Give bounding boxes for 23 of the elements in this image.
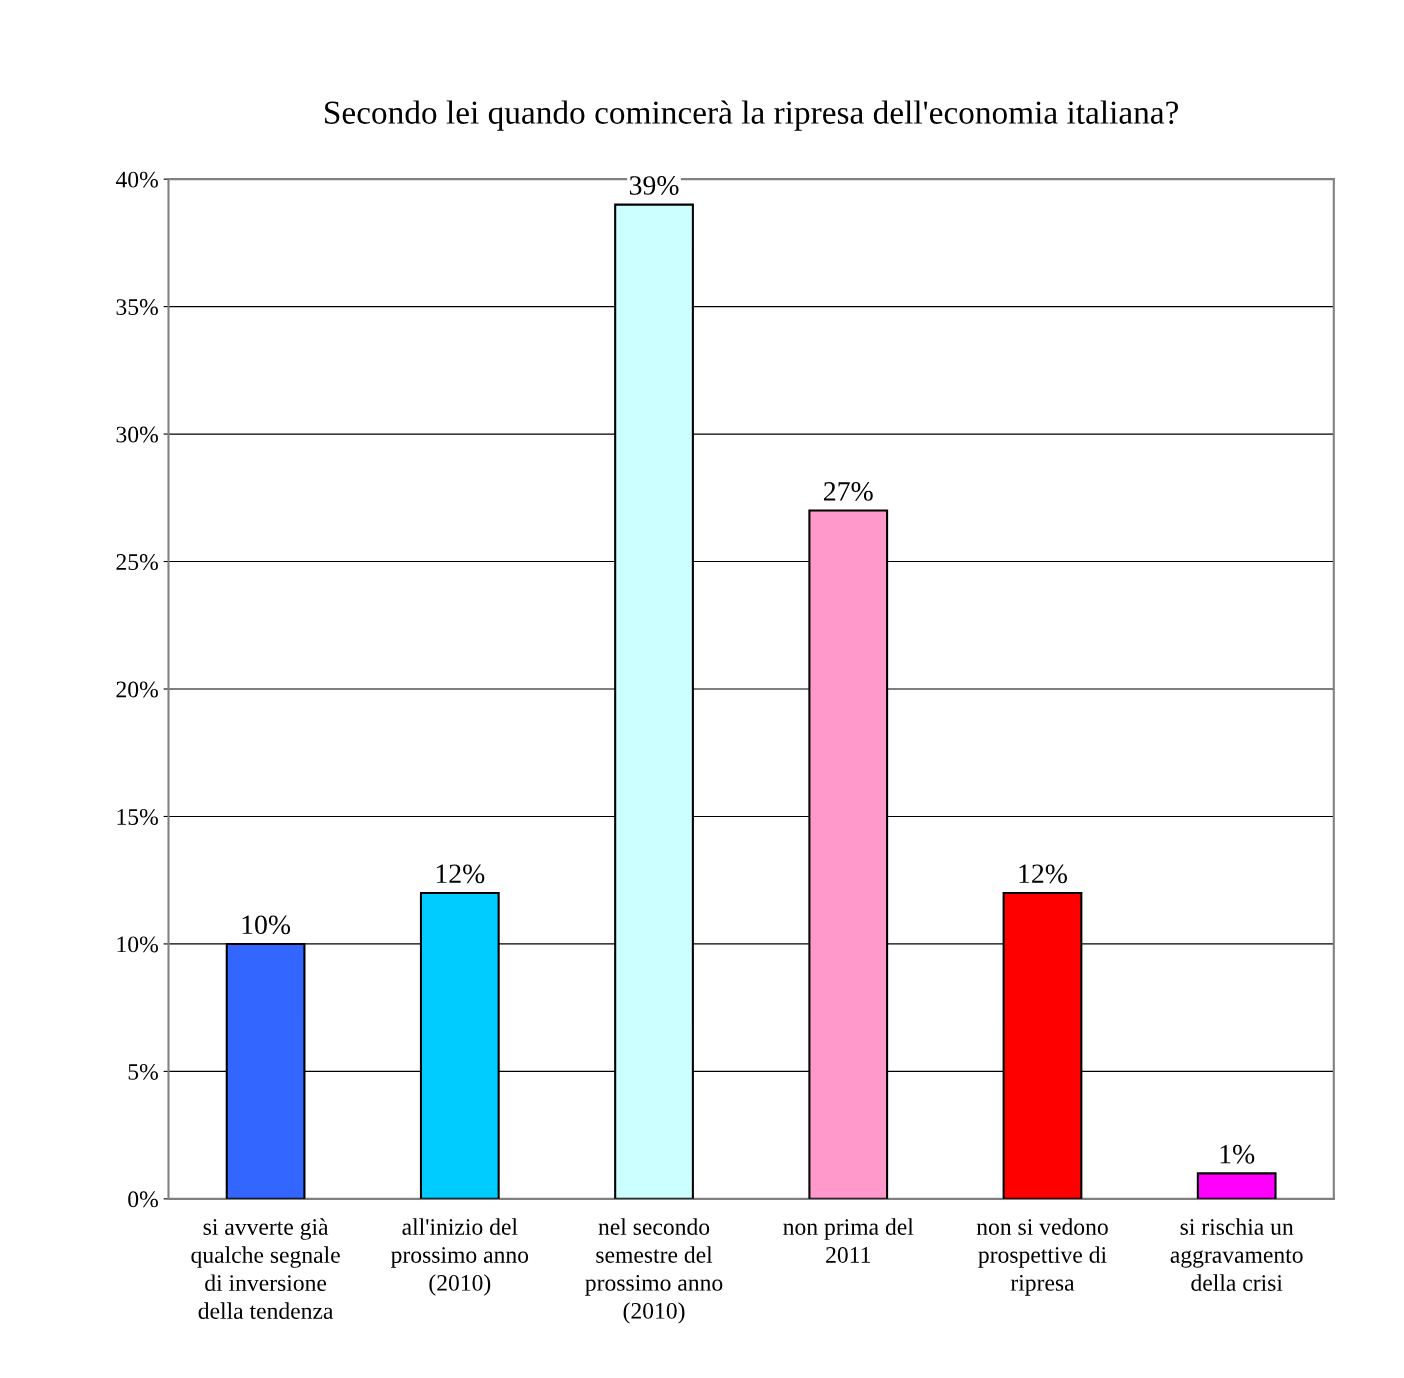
x-tick-label: si rischia un aggravamento della crisi [1170, 1218, 1303, 1291]
y-tick-label: 0% [128, 1191, 158, 1208]
y-tick-label: 30% [116, 426, 158, 443]
y-tick-label: 40% [115, 171, 158, 188]
y-tick-label: 35% [116, 299, 158, 316]
data-label: 39% [629, 176, 679, 195]
y-tick-label: 15% [117, 808, 158, 825]
x-tick-label: non prima del 2011 [783, 1218, 914, 1263]
y-tick-label: 20% [116, 681, 158, 698]
y-tick-label: 25% [116, 554, 158, 571]
data-label: 12% [436, 864, 485, 884]
data-label: 27% [824, 481, 873, 501]
data-label: 12% [1019, 864, 1067, 884]
chart-title: Secondo lei quando comincerà la ripresa dell'economia italiana? [325, 100, 1179, 131]
data-label: 1% [1220, 1144, 1255, 1164]
x-tick-label: si avverte già qualche segnale di inversione della tendenza [191, 1218, 340, 1319]
data-label: 10% [242, 915, 291, 935]
bar [1196, 1172, 1277, 1199]
x-tick-label: all'inizio del prossimo anno (2010) [391, 1218, 529, 1296]
x-tick-label: non si vedono prospettive di ripresa [976, 1218, 1108, 1296]
y-tick-label: 10% [117, 936, 158, 953]
y-tick-label: 5% [128, 1063, 158, 1080]
x-tick-label: nel secondo semestre del prossimo anno (2010) [585, 1218, 723, 1324]
